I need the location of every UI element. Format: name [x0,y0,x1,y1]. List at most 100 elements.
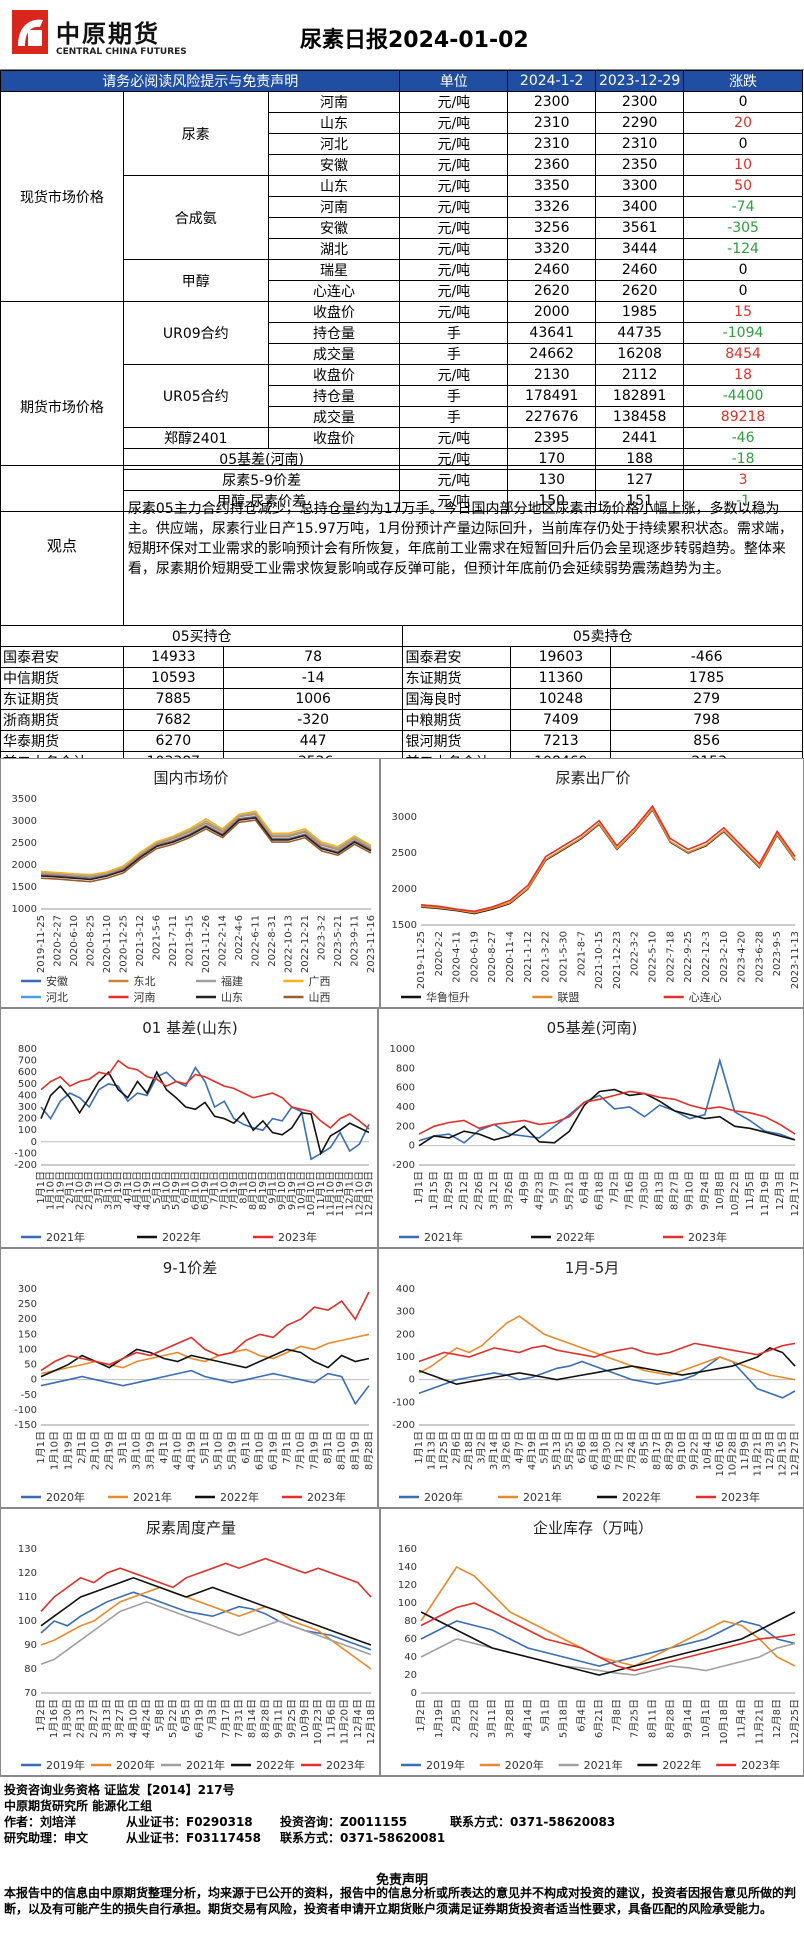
value-today: 227676 [507,406,597,428]
x-tick-label: 8月28日 [259,1699,271,1738]
y-tick-label: 130 [18,1544,37,1555]
price-row: 期货市场价格 UR09合约 收盘价 元/吨 2000 1985 15 [0,301,803,512]
x-tick-label: 12月4日 [352,1699,364,1738]
legend-label: 2020年 [505,1758,544,1772]
b-name-cell: 华泰期货 [0,730,124,752]
item-label: 持仓量 [267,385,401,407]
change-cell: 0 [683,280,803,302]
x-tick-label: 5月13日 [551,1431,563,1470]
series-line [40,1576,372,1646]
report-title: 尿素日报2024-01-02 [300,28,529,53]
value-today: 178491 [507,385,597,407]
value-prev: 138458 [595,406,685,428]
y-tick-label: 100 [18,1344,37,1355]
x-tick-label: 12月3日 [774,1171,786,1210]
x-tick-label: 6月1日 [180,1171,192,1204]
series-line [40,817,372,881]
spread-row: 05基差(河南) 元/吨 170 188 -18 [1,448,803,470]
y-tick-label: -200 [392,1420,415,1431]
x-tick-label: 12月27日 [789,1431,801,1476]
x-tick-label: 2月19日 [83,1171,95,1210]
unit-cell: 元/吨 [399,217,509,239]
x-tick-label: 2月26日 [473,1171,485,1210]
value-today: 2395 [507,427,597,449]
series-line [420,1602,796,1672]
x-tick-label: 1月1日 [413,1431,425,1464]
item-label: 湖北 [267,238,401,260]
x-tick-label: 2021-3-12 [135,915,146,967]
x-tick-label: 6月4日 [575,1699,587,1732]
unit-cell: 手 [399,406,509,428]
x-tick-label: 12月18日 [365,1699,377,1744]
series-line [40,813,372,878]
legend-label: 2021年 [584,1758,623,1772]
footer-info: 投资咨询业务资格 证监发【2014】217号 中原期货研究所 能源化工组 作者：… [0,1776,804,1846]
x-tick-label: 6月19日 [267,1431,279,1470]
buy-positions-title: 05买持仓 [0,625,404,647]
item-label: 安徽 [267,217,401,239]
series-line [420,808,796,915]
y-tick-label: 0 [409,1375,415,1386]
series-line [40,1059,370,1130]
x-tick-label: 4月7日 [513,1431,525,1464]
x-tick-label: 2月1日 [64,1171,76,1204]
x-tick-label: 8月29日 [664,1431,676,1470]
unit-cell: 元/吨 [399,154,509,176]
y-tick-label: 200 [396,1329,415,1340]
x-tick-label: 2月5日 [451,1699,463,1732]
value-today: 3320 [507,238,597,260]
x-tick-label: 1月29日 [443,1171,455,1210]
x-tick-label: 2022-5-10 [648,931,659,983]
x-tick-label: 2021-8-7 [576,931,587,976]
legend-label: 山西 [309,991,331,1004]
chart-title: 企业库存（万吨） [533,1519,653,1537]
b-vol-cell: 6270 [122,730,224,752]
x-tick-label: 2022-12-21 [300,915,311,973]
x-tick-label: 2022-4-6 [234,915,245,960]
x-tick-label: 2023-9-11 [350,915,361,967]
change-cell: 10 [683,154,803,176]
x-tick-label: 5月19日 [170,1171,182,1210]
x-tick-label: 2月18日 [463,1431,475,1470]
y-tick-label: 80 [404,1616,417,1627]
value-prev: 182891 [595,385,685,407]
x-tick-label: 12月10日 [353,1171,365,1216]
x-tick-label: 7月31日 [233,1699,245,1738]
legend-label: 2022年 [556,1230,595,1244]
x-tick-label: 4月10日 [172,1431,184,1470]
x-tick-label: 6月19日 [199,1171,211,1210]
x-tick-label: 8月27日 [669,1171,681,1210]
report-header: 中原期货 CENTRAL CHINA FUTURES 尿素日报2024-01-0… [0,0,804,70]
view-table: 观点 尿素05主力合约持仓减少，总持仓量约为17万手。今日国内部分地区尿素市场价… [0,465,804,626]
y-tick-label: 0 [31,1375,37,1386]
item-label: 河南 [267,196,401,218]
item-label: 河南 [267,91,401,113]
series-line [418,1342,796,1363]
brand-name: 中原期货 [56,19,160,48]
x-tick-label: 8月19日 [257,1171,269,1210]
y-tick-label: 3500 [12,794,37,805]
group-label: 郑醇2401 [122,427,269,449]
value-today: 2310 [507,133,597,155]
b-name-cell: 东证期货 [0,688,124,710]
value-prev: 2300 [595,91,685,113]
y-tick-label: 100 [18,1125,37,1136]
b-name-cell: 中信期货 [0,667,124,689]
unit-cell: 元/吨 [399,301,509,323]
legend-label: 2020年 [116,1758,155,1772]
col-unit: 单位 [399,70,509,92]
x-tick-label: 3月2日 [476,1431,488,1464]
b-vol-cell: 7885 [122,688,224,710]
x-tick-label: 5月1日 [540,1699,552,1732]
x-tick-label: 2021-10-15 [594,931,605,989]
x-tick-label: 8月19日 [349,1431,361,1470]
x-tick-label: 5月25日 [563,1431,575,1470]
x-tick-label: 6月30日 [601,1431,613,1470]
unit-cell: 元/吨 [399,133,509,155]
x-tick-label: 1月16日 [48,1699,60,1738]
x-tick-label: 4月24日 [141,1699,153,1738]
author: 作者：刘培洋 [4,1815,77,1829]
x-tick-label: 3月1日 [117,1431,129,1464]
y-tick-label: -100 [14,1405,37,1416]
x-tick-label: 2023-5-21 [333,915,344,967]
